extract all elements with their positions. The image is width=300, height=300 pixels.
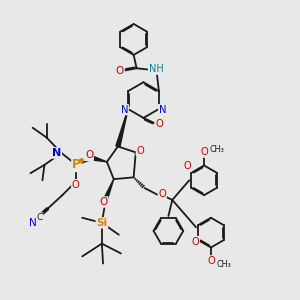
Text: O: O bbox=[207, 256, 215, 266]
Text: C: C bbox=[36, 213, 43, 222]
Text: N: N bbox=[29, 218, 37, 228]
Text: O: O bbox=[136, 146, 144, 156]
Text: CH₃: CH₃ bbox=[216, 260, 231, 269]
Text: O: O bbox=[100, 197, 108, 207]
Polygon shape bbox=[104, 179, 114, 199]
Text: P: P bbox=[72, 158, 81, 171]
Text: O: O bbox=[116, 66, 124, 76]
Text: O: O bbox=[72, 180, 80, 190]
Text: O: O bbox=[192, 236, 199, 247]
Text: N: N bbox=[52, 148, 61, 158]
Text: O: O bbox=[155, 119, 163, 129]
Text: O: O bbox=[158, 189, 166, 199]
Text: O: O bbox=[200, 147, 208, 157]
Text: N: N bbox=[121, 105, 128, 115]
Polygon shape bbox=[93, 157, 107, 162]
Polygon shape bbox=[116, 109, 128, 147]
Text: O: O bbox=[184, 161, 192, 171]
Text: NH: NH bbox=[148, 64, 163, 74]
Text: CH₃: CH₃ bbox=[209, 145, 224, 154]
Text: N: N bbox=[159, 105, 166, 115]
Text: O: O bbox=[85, 150, 93, 161]
Text: Si: Si bbox=[96, 218, 107, 228]
